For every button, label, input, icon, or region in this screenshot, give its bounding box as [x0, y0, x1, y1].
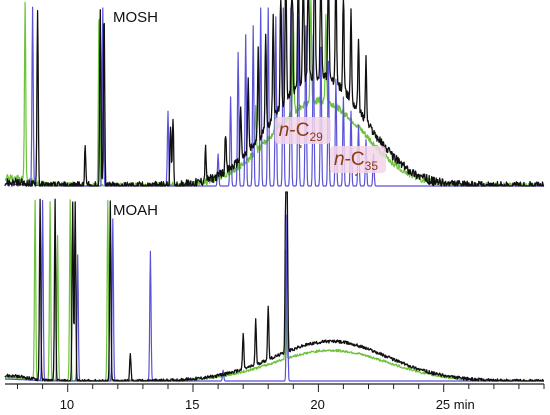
tick-label-15: 15 — [185, 397, 199, 412]
trace-mosh-0 — [4, 0, 545, 187]
panel-label-moah: MOAH — [113, 202, 158, 219]
annotation-box-1 — [330, 146, 386, 173]
annotation-main-0: -C — [289, 120, 309, 141]
trace-moah-2 — [4, 200, 545, 382]
tick-label-20: 20 — [310, 397, 324, 412]
annotation-italic-0: n — [279, 120, 290, 141]
annotation-label-0: n-C29 — [279, 120, 323, 144]
trace-moah-0 — [4, 191, 545, 382]
annotation-label-1: n-C35 — [334, 149, 378, 173]
tick-label-25: 25 min — [436, 397, 475, 412]
annotation-box-0 — [274, 117, 331, 144]
trace-moah-1 — [4, 199, 545, 382]
x-axis-ticks: 10 15 20 25 min — [17, 384, 545, 412]
annotation-main-1: -C — [345, 149, 365, 170]
annotation-italic-1: n — [334, 149, 345, 170]
panel-moah — [4, 191, 545, 382]
tick-label-10: 10 — [60, 397, 74, 412]
annotation-subscript-0: 29 — [309, 130, 323, 144]
panel-label-mosh: MOSH — [113, 9, 158, 26]
panel-mosh — [4, 0, 545, 187]
annotation-subscript-1: 35 — [365, 159, 379, 173]
traces-layer — [4, 0, 545, 382]
